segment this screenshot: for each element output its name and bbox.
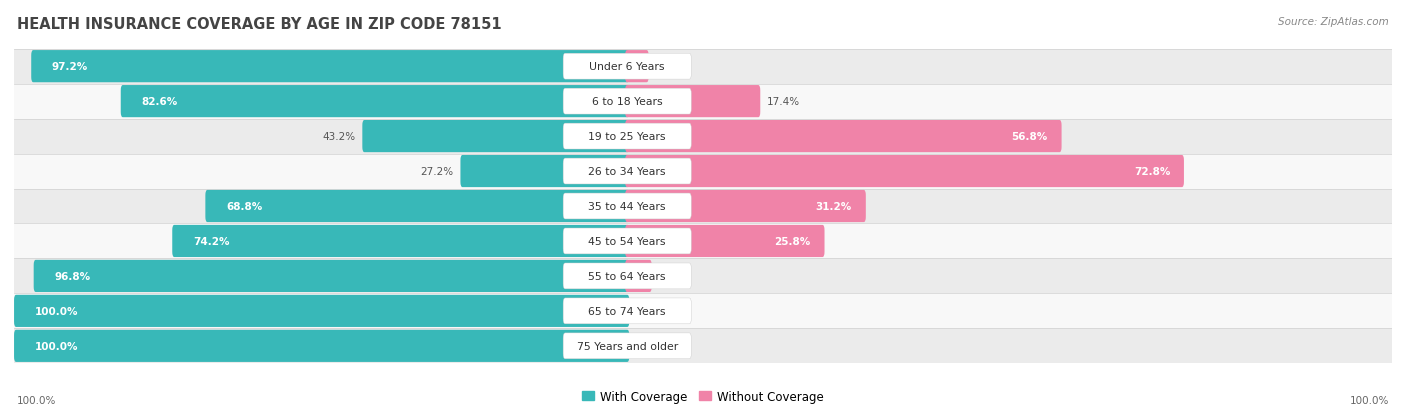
Text: 6 to 18 Years: 6 to 18 Years	[592, 97, 662, 107]
FancyBboxPatch shape	[626, 156, 1184, 188]
Bar	[14, 50, 1392, 84]
FancyBboxPatch shape	[173, 225, 630, 257]
Text: 100.0%: 100.0%	[35, 306, 79, 316]
FancyBboxPatch shape	[564, 333, 692, 359]
Text: 0.0%: 0.0%	[634, 341, 661, 351]
FancyBboxPatch shape	[626, 260, 652, 292]
FancyBboxPatch shape	[626, 86, 761, 118]
Text: 74.2%: 74.2%	[193, 236, 229, 247]
FancyBboxPatch shape	[564, 159, 692, 185]
FancyBboxPatch shape	[14, 295, 630, 327]
Text: 26 to 34 Years: 26 to 34 Years	[589, 166, 666, 177]
Text: 82.6%: 82.6%	[142, 97, 177, 107]
Text: 35 to 44 Years: 35 to 44 Years	[589, 202, 666, 211]
Text: Source: ZipAtlas.com: Source: ZipAtlas.com	[1278, 17, 1389, 26]
Text: 45 to 54 Years: 45 to 54 Years	[589, 236, 666, 247]
Bar	[14, 154, 1392, 189]
FancyBboxPatch shape	[564, 124, 692, 150]
FancyBboxPatch shape	[121, 86, 630, 118]
Text: 72.8%: 72.8%	[1133, 166, 1170, 177]
Text: 97.2%: 97.2%	[52, 62, 89, 72]
Bar	[14, 119, 1392, 154]
Text: 3.2%: 3.2%	[658, 271, 685, 281]
Text: 55 to 64 Years: 55 to 64 Years	[589, 271, 666, 281]
Text: 25.8%: 25.8%	[775, 236, 811, 247]
FancyBboxPatch shape	[564, 263, 692, 289]
Text: 17.4%: 17.4%	[768, 97, 800, 107]
FancyBboxPatch shape	[205, 190, 630, 223]
Text: 0.0%: 0.0%	[634, 306, 661, 316]
Text: 65 to 74 Years: 65 to 74 Years	[589, 306, 666, 316]
FancyBboxPatch shape	[34, 260, 630, 292]
Bar	[14, 84, 1392, 119]
Text: 75 Years and older: 75 Years and older	[576, 341, 678, 351]
Bar	[14, 294, 1392, 329]
FancyBboxPatch shape	[460, 156, 630, 188]
FancyBboxPatch shape	[14, 330, 630, 362]
Text: HEALTH INSURANCE COVERAGE BY AGE IN ZIP CODE 78151: HEALTH INSURANCE COVERAGE BY AGE IN ZIP …	[17, 17, 502, 31]
FancyBboxPatch shape	[626, 225, 824, 257]
Text: 43.2%: 43.2%	[322, 132, 356, 142]
FancyBboxPatch shape	[31, 51, 630, 83]
FancyBboxPatch shape	[564, 194, 692, 219]
Text: 56.8%: 56.8%	[1011, 132, 1047, 142]
Bar	[14, 189, 1392, 224]
Bar	[14, 329, 1392, 363]
FancyBboxPatch shape	[626, 51, 648, 83]
Bar	[14, 224, 1392, 259]
Text: 96.8%: 96.8%	[55, 271, 90, 281]
FancyBboxPatch shape	[564, 54, 692, 80]
FancyBboxPatch shape	[564, 89, 692, 115]
Bar	[14, 259, 1392, 294]
FancyBboxPatch shape	[626, 121, 1062, 153]
Text: Under 6 Years: Under 6 Years	[589, 62, 665, 72]
FancyBboxPatch shape	[564, 228, 692, 254]
FancyBboxPatch shape	[564, 298, 692, 324]
Text: 19 to 25 Years: 19 to 25 Years	[589, 132, 666, 142]
FancyBboxPatch shape	[363, 121, 630, 153]
Legend: With Coverage, Without Coverage: With Coverage, Without Coverage	[578, 385, 828, 408]
Text: 68.8%: 68.8%	[226, 202, 263, 211]
Text: 2.8%: 2.8%	[655, 62, 682, 72]
Text: 100.0%: 100.0%	[1350, 395, 1389, 405]
Text: 27.2%: 27.2%	[420, 166, 454, 177]
Text: 31.2%: 31.2%	[815, 202, 852, 211]
Text: 100.0%: 100.0%	[17, 395, 56, 405]
FancyBboxPatch shape	[626, 190, 866, 223]
Text: 100.0%: 100.0%	[35, 341, 79, 351]
